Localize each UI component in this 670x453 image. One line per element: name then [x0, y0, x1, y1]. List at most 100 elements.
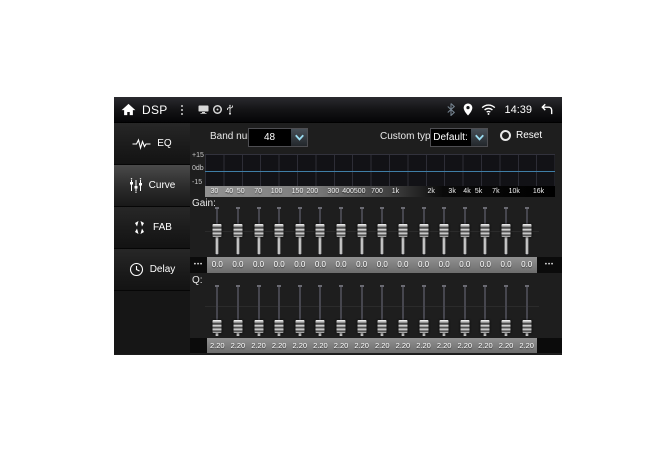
slider-handle[interactable] [254, 224, 264, 237]
q-slider[interactable] [331, 285, 352, 338]
slider-handle[interactable] [480, 320, 490, 333]
y-axis-min-label: -15 [192, 179, 203, 186]
slider-handle[interactable] [522, 320, 532, 333]
q-slider[interactable] [248, 285, 269, 338]
sidebar-item-delay[interactable]: Delay [114, 249, 190, 291]
q-slider[interactable] [351, 285, 372, 338]
gain-slider[interactable] [310, 207, 331, 257]
gain-value: 0.0 [335, 260, 347, 269]
scroll-left-button[interactable]: ••• [190, 257, 207, 273]
slider-fill [504, 332, 508, 336]
slider-handle[interactable] [480, 224, 490, 237]
q-slider[interactable] [496, 285, 517, 338]
sidebar-item-fab[interactable]: FAB [114, 207, 190, 249]
slider-handle[interactable] [233, 224, 243, 237]
eq-curve-plot[interactable] [205, 154, 555, 186]
custom-type-dropdown-arrow[interactable] [470, 129, 487, 146]
band-num-dropdown[interactable]: 48 [248, 128, 308, 147]
gain-slider[interactable] [372, 207, 393, 257]
gain-slider[interactable] [331, 207, 352, 257]
overflow-menu-icon[interactable] [178, 103, 186, 117]
gain-slider[interactable] [413, 207, 434, 257]
gain-slider[interactable] [290, 207, 311, 257]
q-slider[interactable] [455, 285, 476, 338]
q-value: 2.20 [271, 341, 287, 350]
band-num-dropdown-arrow[interactable] [290, 129, 307, 146]
q-slider[interactable] [290, 285, 311, 338]
gain-slider[interactable] [475, 207, 496, 257]
gain-slider[interactable] [496, 207, 517, 257]
frequency-axis: 30 40 50 70 100 150 200 300 400 500 700 1k 2k 3k 4k 5k 7… [205, 186, 555, 197]
slider-handle[interactable] [357, 224, 367, 237]
slider-handle[interactable] [501, 224, 511, 237]
slider-handle[interactable] [439, 224, 449, 237]
slider-handle[interactable] [212, 224, 222, 237]
slider-handle[interactable] [212, 320, 222, 333]
sidebar-item-eq[interactable]: EQ [114, 123, 190, 165]
q-slider[interactable] [207, 285, 228, 338]
slider-handle[interactable] [439, 320, 449, 333]
q-value: 2.20 [498, 341, 514, 350]
curve-panel: Band num: 48 Custom type: Default: Reset [190, 123, 562, 354]
slider-handle[interactable] [336, 224, 346, 237]
gain-slider[interactable] [393, 207, 414, 257]
gain-slider[interactable] [248, 207, 269, 257]
gain-slider[interactable] [228, 207, 249, 257]
slider-handle[interactable] [233, 320, 243, 333]
location-icon [463, 103, 473, 116]
q-slider[interactable] [475, 285, 496, 338]
slider-handle[interactable] [295, 320, 305, 333]
slider-handle[interactable] [419, 224, 429, 237]
slider-handle[interactable] [357, 320, 367, 333]
slider-handle[interactable] [460, 224, 470, 237]
q-slider[interactable] [413, 285, 434, 338]
q-slider[interactable] [393, 285, 414, 338]
slider-handle[interactable] [419, 320, 429, 333]
custom-type-dropdown[interactable]: Default: [430, 128, 488, 147]
slider-handle[interactable] [398, 320, 408, 333]
gain-slider[interactable] [455, 207, 476, 257]
gain-slider[interactable] [207, 207, 228, 257]
home-icon[interactable] [121, 103, 136, 116]
freq-tick-label: 1k [391, 188, 400, 195]
q-value: 2.20 [519, 341, 534, 350]
slider-track [524, 285, 529, 336]
slider-handle[interactable] [274, 320, 284, 333]
slider-handle[interactable] [522, 224, 532, 237]
sidebar-item-label: EQ [157, 138, 172, 149]
scroll-right-button[interactable]: ••• [537, 257, 562, 273]
slider-fill [215, 236, 219, 254]
slider-handle[interactable] [315, 320, 325, 333]
slider-handle[interactable] [254, 320, 264, 333]
slider-fill [442, 332, 446, 336]
slider-fill [360, 236, 364, 254]
monitor-icon [198, 105, 209, 114]
gain-slider[interactable] [269, 207, 290, 257]
slider-handle[interactable] [398, 224, 408, 237]
slider-handle[interactable] [274, 224, 284, 237]
gain-slider[interactable] [351, 207, 372, 257]
slider-handle[interactable] [315, 224, 325, 237]
q-slider[interactable] [372, 285, 393, 338]
reset-radio-icon[interactable] [500, 130, 511, 141]
gain-slider[interactable] [434, 207, 455, 257]
slider-handle[interactable] [295, 224, 305, 237]
q-slider[interactable] [434, 285, 455, 338]
freq-tick-label: 700 [371, 188, 383, 195]
reset-control[interactable]: Reset [500, 130, 542, 141]
q-slider[interactable] [516, 285, 537, 338]
slider-fill [339, 236, 343, 254]
q-value-strip: 2.20 2.20 2.20 2.20 2.20 2.20 2.20 2.20 2.20 2.20… [207, 338, 537, 353]
slider-handle[interactable] [377, 320, 387, 333]
sidebar-item-curve[interactable]: Curve [114, 165, 190, 207]
slider-handle[interactable] [377, 224, 387, 237]
gain-value: 0.0 [479, 260, 491, 269]
back-button-icon[interactable] [540, 103, 554, 116]
slider-handle[interactable] [460, 320, 470, 333]
gain-slider[interactable] [516, 207, 537, 257]
q-slider[interactable] [228, 285, 249, 338]
q-slider[interactable] [269, 285, 290, 338]
slider-handle[interactable] [336, 320, 346, 333]
q-slider[interactable] [310, 285, 331, 338]
slider-handle[interactable] [501, 320, 511, 333]
